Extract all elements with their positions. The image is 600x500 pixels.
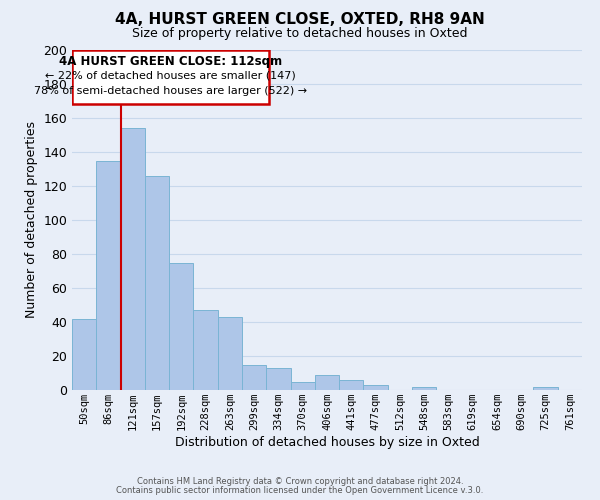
Bar: [218, 317, 242, 390]
Y-axis label: Number of detached properties: Number of detached properties: [25, 122, 38, 318]
Bar: [339, 380, 364, 390]
Bar: [193, 310, 218, 390]
Bar: [290, 382, 315, 390]
Text: Contains HM Land Registry data © Crown copyright and database right 2024.: Contains HM Land Registry data © Crown c…: [137, 477, 463, 486]
Bar: [364, 385, 388, 390]
Bar: [72, 50, 269, 104]
Bar: [145, 176, 169, 390]
Bar: [242, 364, 266, 390]
Bar: [72, 318, 96, 390]
Bar: [315, 374, 339, 390]
Bar: [533, 386, 558, 390]
Text: 4A, HURST GREEN CLOSE, OXTED, RH8 9AN: 4A, HURST GREEN CLOSE, OXTED, RH8 9AN: [115, 12, 485, 28]
Bar: [121, 128, 145, 390]
X-axis label: Distribution of detached houses by size in Oxted: Distribution of detached houses by size …: [175, 436, 479, 449]
Text: 78% of semi-detached houses are larger (522) →: 78% of semi-detached houses are larger (…: [34, 86, 307, 96]
Bar: [96, 160, 121, 390]
Bar: [266, 368, 290, 390]
Text: Contains public sector information licensed under the Open Government Licence v.: Contains public sector information licen…: [116, 486, 484, 495]
Text: Size of property relative to detached houses in Oxted: Size of property relative to detached ho…: [132, 28, 468, 40]
Text: 4A HURST GREEN CLOSE: 112sqm: 4A HURST GREEN CLOSE: 112sqm: [59, 55, 282, 68]
Text: ← 22% of detached houses are smaller (147): ← 22% of detached houses are smaller (14…: [45, 70, 296, 81]
Bar: [412, 386, 436, 390]
Bar: [169, 262, 193, 390]
